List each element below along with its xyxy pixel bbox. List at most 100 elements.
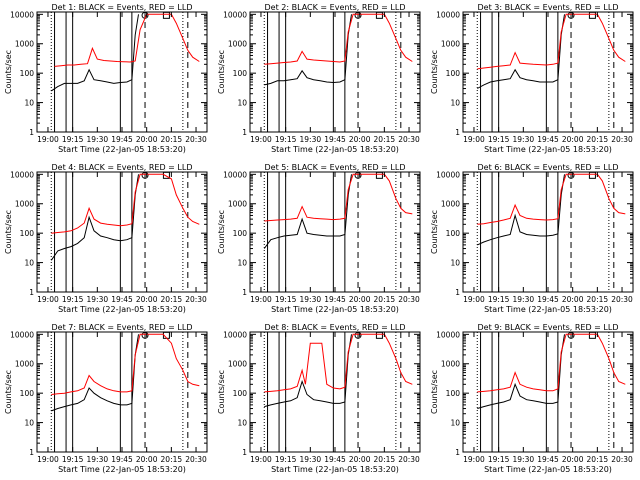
x-tick-label: 20:30 — [185, 295, 207, 304]
panel-title: Det 8: BLACK = Events, RED = LLD — [265, 323, 406, 332]
series-lld-line — [264, 173, 413, 222]
saturation-square-marker — [588, 11, 596, 19]
series-events-line — [263, 174, 352, 249]
y-tick-label: 10 — [24, 419, 34, 428]
x-tick-label: 20:00 — [136, 455, 158, 464]
y-tick-label: 1 — [29, 128, 34, 137]
x-tick-label: 20:30 — [185, 455, 207, 464]
x-tick-label: 19:15 — [488, 295, 510, 304]
y-axis-label: Counts/sec — [4, 370, 13, 414]
x-tick-label: 20:30 — [611, 295, 633, 304]
x-tick-label: 19:30 — [513, 295, 535, 304]
x-tick-label: 20:30 — [185, 135, 207, 144]
y-axis-label: Counts/sec — [217, 210, 226, 254]
x-axis-label: Start Time (22-Jan-05 18:53:20) — [58, 465, 186, 474]
y-tick-label: 1000 — [228, 40, 247, 49]
x-tick-label: 19:00 — [463, 455, 485, 464]
saturation-circle-marker — [567, 331, 575, 339]
x-tick-label: 19:45 — [111, 455, 133, 464]
x-tick-label: 20:15 — [587, 455, 609, 464]
series-lld-line — [51, 173, 200, 234]
x-axis-label: Start Time (22-Jan-05 18:53:20) — [271, 305, 399, 314]
y-axis-label: Counts/sec — [430, 210, 439, 254]
x-tick-label: 19:30 — [87, 455, 109, 464]
y-tick-label: 1 — [455, 288, 460, 297]
y-tick-label: 1000 — [441, 360, 460, 369]
x-tick-label: 20:00 — [562, 295, 584, 304]
axes-box — [249, 11, 421, 133]
x-tick-label: 19:45 — [324, 135, 346, 144]
x-tick-label: 20:00 — [349, 455, 371, 464]
x-tick-label: 19:15 — [62, 295, 84, 304]
x-tick-label: 19:15 — [275, 295, 297, 304]
y-axis-label: Counts/sec — [430, 50, 439, 94]
y-tick-label: 10 — [237, 99, 247, 108]
saturation-square-marker — [588, 331, 596, 339]
x-tick-label: 20:15 — [161, 455, 183, 464]
x-tick-label: 19:00 — [250, 455, 272, 464]
x-axis-label: Start Time (22-Jan-05 18:53:20) — [271, 145, 399, 154]
y-tick-label: 10000 — [436, 170, 460, 179]
x-tick-label: 19:00 — [37, 295, 59, 304]
y-tick-label: 1 — [455, 448, 460, 457]
x-tick-label: 20:00 — [349, 295, 371, 304]
x-tick-label: 20:00 — [136, 135, 158, 144]
saturation-circle-marker — [354, 331, 362, 339]
saturation-circle-marker — [567, 171, 575, 179]
saturation-square-marker — [375, 331, 383, 339]
x-tick-label: 19:30 — [87, 295, 109, 304]
panel-title: Det 7: BLACK = Events, RED = LLD — [52, 323, 193, 332]
x-axis-label: Start Time (22-Jan-05 18:53:20) — [58, 305, 186, 314]
y-tick-label: 10 — [24, 259, 34, 268]
series-lld-line — [477, 173, 626, 225]
x-tick-label: 20:00 — [562, 455, 584, 464]
y-axis-label: Counts/sec — [217, 50, 226, 94]
series-events-line — [477, 334, 565, 409]
y-tick-label: 100 — [233, 389, 248, 398]
y-axis-label: Counts/sec — [430, 370, 439, 414]
y-tick-label: 10000 — [223, 10, 247, 19]
series-events-line — [477, 174, 565, 246]
series-events-line — [51, 14, 139, 92]
x-tick-label: 19:30 — [513, 455, 535, 464]
x-tick-label: 19:00 — [463, 135, 485, 144]
series-lld-line — [477, 333, 626, 393]
x-axis-label: Start Time (22-Jan-05 18:53:20) — [484, 145, 612, 154]
x-tick-label: 19:15 — [62, 135, 84, 144]
y-tick-label: 1 — [29, 288, 34, 297]
saturation-square-marker — [588, 171, 596, 179]
x-tick-label: 19:45 — [537, 455, 559, 464]
y-tick-label: 1 — [242, 448, 247, 457]
panel-title: Det 3: BLACK = Events, RED = LLD — [478, 3, 619, 12]
x-tick-label: 19:45 — [111, 135, 133, 144]
x-tick-label: 20:15 — [374, 295, 396, 304]
x-tick-label: 20:00 — [136, 295, 158, 304]
x-tick-label: 19:15 — [62, 455, 84, 464]
y-tick-label: 10 — [450, 259, 460, 268]
x-tick-label: 19:00 — [250, 135, 272, 144]
x-tick-label: 20:15 — [161, 295, 183, 304]
x-tick-label: 19:15 — [275, 455, 297, 464]
series-lld-line — [264, 333, 413, 393]
y-tick-label: 10000 — [10, 170, 34, 179]
y-axis-label: Counts/sec — [4, 50, 13, 94]
x-tick-label: 19:45 — [537, 135, 559, 144]
y-tick-label: 10000 — [223, 330, 247, 339]
y-tick-label: 10 — [450, 419, 460, 428]
y-tick-label: 1 — [455, 128, 460, 137]
x-axis-label: Start Time (22-Jan-05 18:53:20) — [58, 145, 186, 154]
saturation-square-marker — [162, 11, 170, 19]
y-tick-label: 1000 — [15, 360, 34, 369]
axes-box — [249, 171, 421, 293]
x-tick-label: 20:30 — [398, 295, 420, 304]
x-tick-label: 20:00 — [562, 135, 584, 144]
series-events-line — [50, 174, 139, 261]
